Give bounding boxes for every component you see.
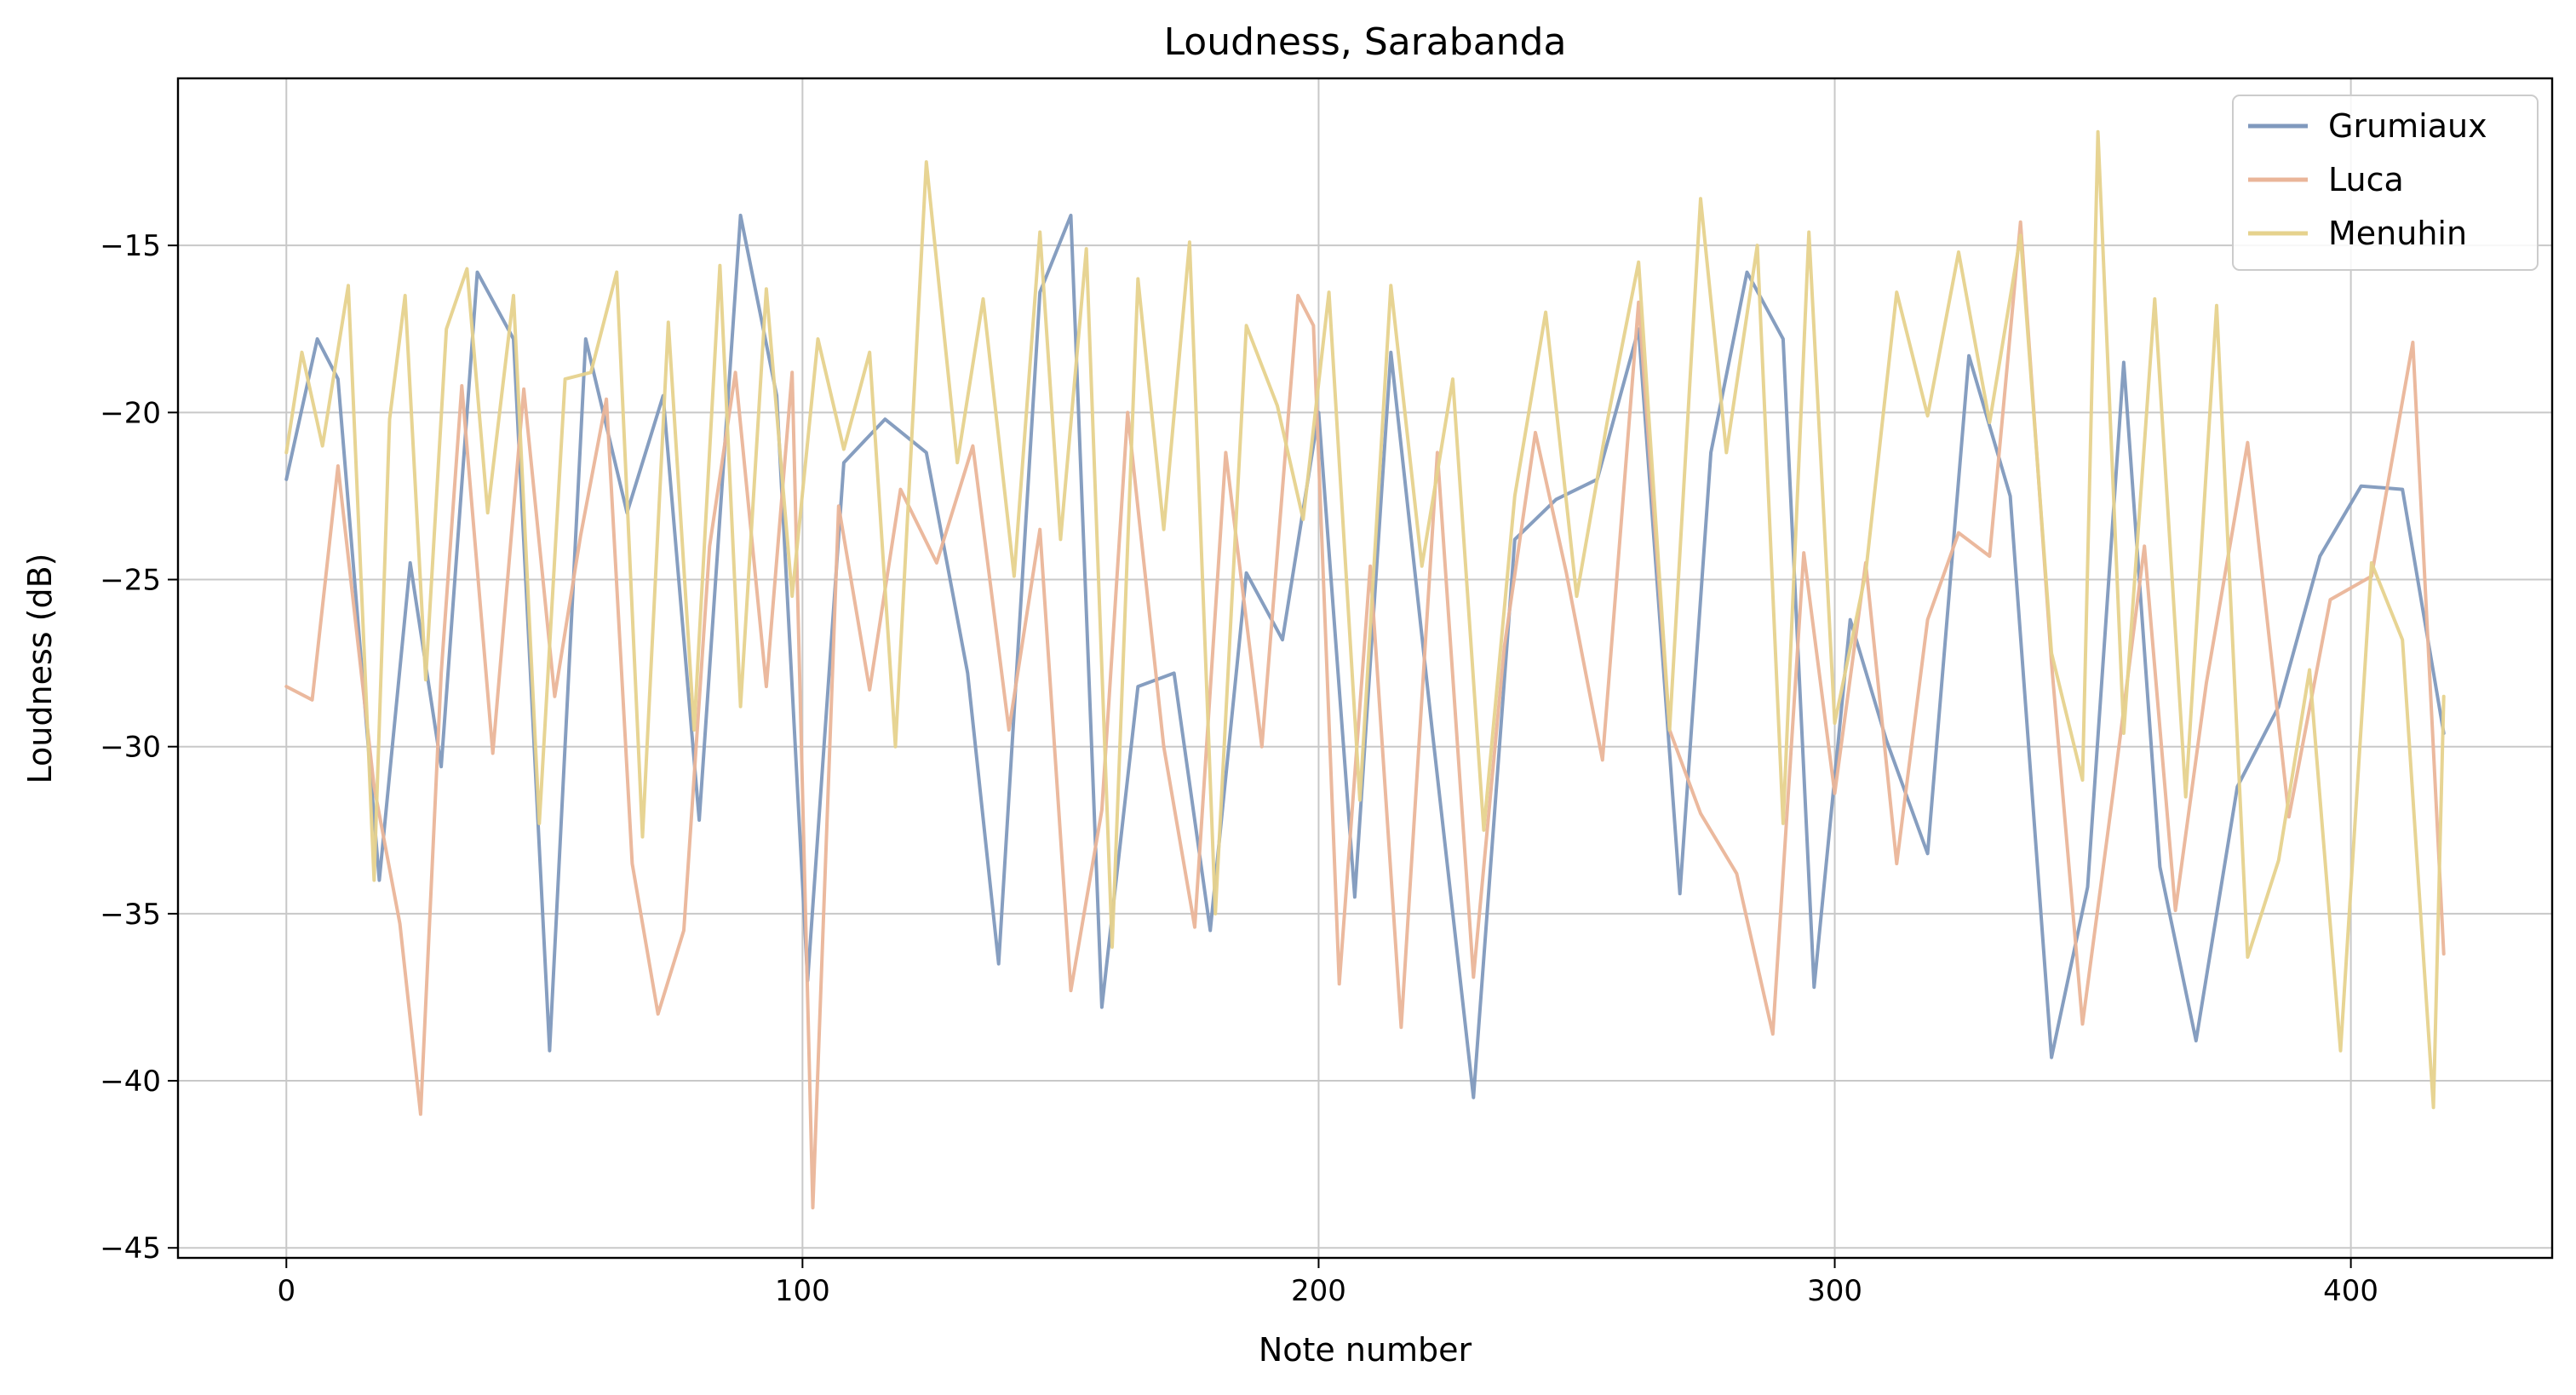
y-tick-label: −45 xyxy=(100,1231,161,1266)
x-tick-label: 0 xyxy=(277,1274,295,1308)
legend-label: Grumiaux xyxy=(2328,107,2487,145)
grid xyxy=(178,78,2552,1258)
y-tick-label: −20 xyxy=(100,396,161,430)
x-tick-label: 400 xyxy=(2323,1274,2378,1308)
legend: Grumiaux Luca Menuhin xyxy=(2232,95,2539,271)
legend-label: Menuhin xyxy=(2328,215,2467,252)
x-tick-label: 100 xyxy=(775,1274,830,1308)
legend-label: Luca xyxy=(2328,161,2404,198)
y-tick-label: −40 xyxy=(100,1065,161,1099)
y-axis: −45 −40 −35 −30 −25 −20 −15 xyxy=(100,229,178,1266)
legend-box xyxy=(2232,95,2539,271)
x-axis: 0 100 200 300 400 xyxy=(277,1258,2378,1308)
plot-area-frame xyxy=(176,77,2554,1260)
y-tick-label: −15 xyxy=(100,229,161,263)
y-tick-label: −30 xyxy=(100,731,161,765)
y-tick-label: −25 xyxy=(100,564,161,598)
y-tick-label: −35 xyxy=(100,898,161,932)
chart-title: Loudness, Sarabanda xyxy=(1164,20,1567,64)
x-tick-label: 200 xyxy=(1291,1274,1346,1308)
series-layer xyxy=(284,129,2446,1210)
series-line-grumiaux xyxy=(284,213,2446,1099)
series-line-menuhin xyxy=(284,129,2446,1110)
x-axis-title: Note number xyxy=(1259,1331,1472,1369)
y-axis-title: Loudness (dB) xyxy=(21,554,59,784)
x-tick-label: 300 xyxy=(1807,1274,1862,1308)
